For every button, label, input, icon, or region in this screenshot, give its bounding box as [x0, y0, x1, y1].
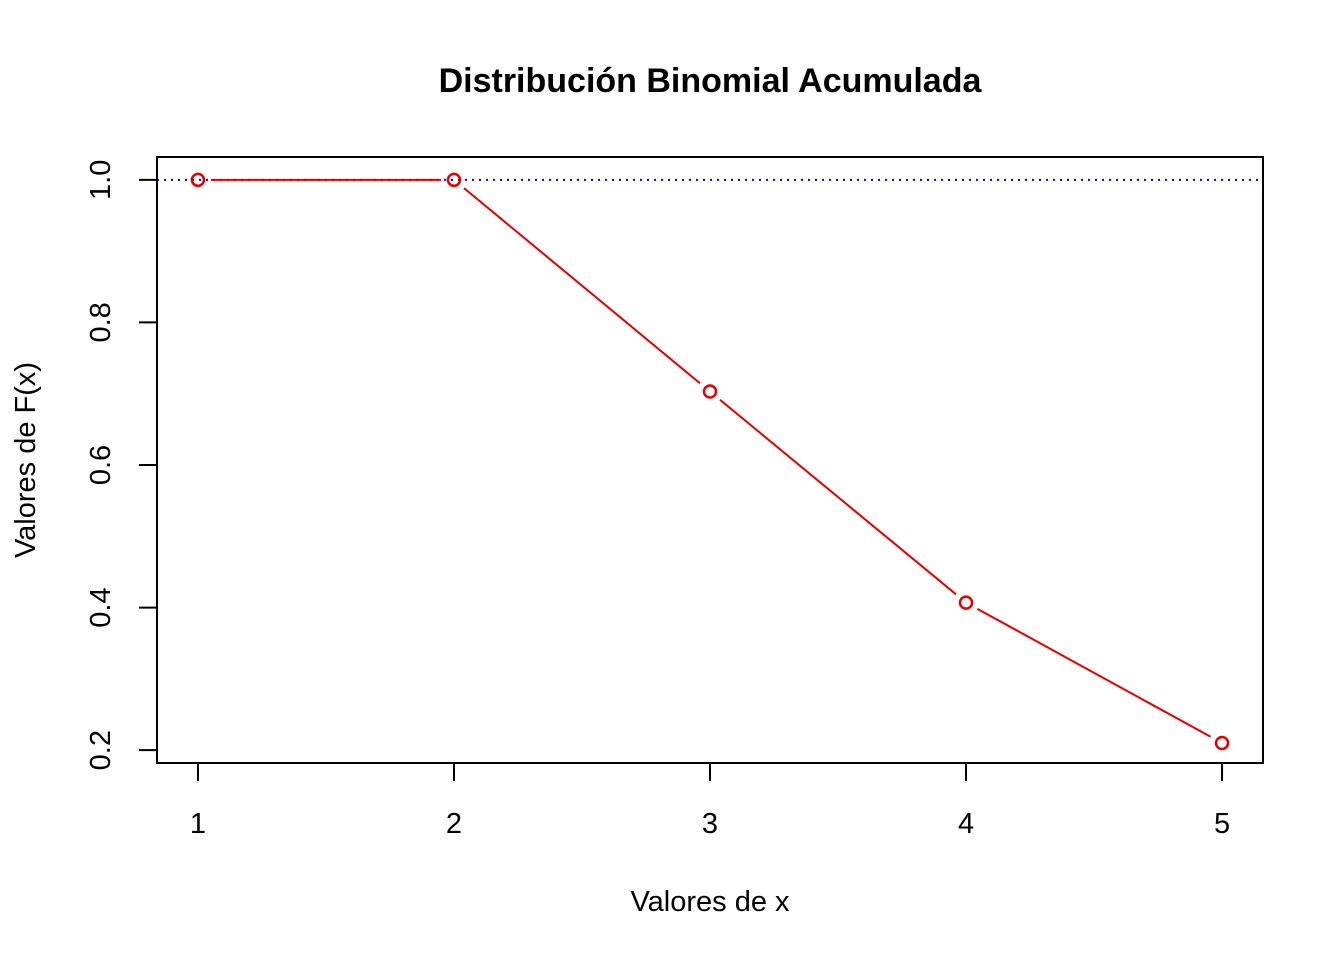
data-point — [190, 172, 206, 188]
x-axis: 1 2 3 4 5 — [190, 762, 1230, 840]
plot-frame — [156, 156, 1264, 764]
data-point — [702, 384, 718, 399]
y-axis-label: Valores de F(x) — [10, 362, 42, 558]
x-tick-label: 2 — [446, 808, 462, 840]
y-tick-label: 0.2 — [85, 730, 117, 770]
y-tick-label: 0.4 — [85, 587, 117, 627]
y-axis: 0.2 0.4 0.6 0.8 1.0 — [85, 160, 158, 770]
data-point — [958, 595, 974, 610]
x-tick-label: 5 — [1214, 808, 1230, 840]
x-tick-label: 1 — [190, 808, 206, 840]
series-line-segment — [976, 607, 1212, 738]
chart-title: Distribución Binomial Acumulada — [439, 62, 983, 100]
series-layer — [190, 172, 1230, 751]
data-point — [1214, 735, 1230, 751]
y-tick-label: 1.0 — [85, 160, 117, 200]
x-tick-label: 3 — [702, 808, 718, 840]
series-line-segment — [719, 399, 957, 596]
x-axis-label: Valores de x — [630, 886, 790, 918]
y-tick-label: 0.6 — [85, 445, 117, 485]
data-point — [446, 172, 462, 188]
x-tick-label: 4 — [958, 808, 974, 840]
y-tick-label: 0.8 — [85, 302, 117, 342]
series-line-segment — [463, 187, 701, 385]
